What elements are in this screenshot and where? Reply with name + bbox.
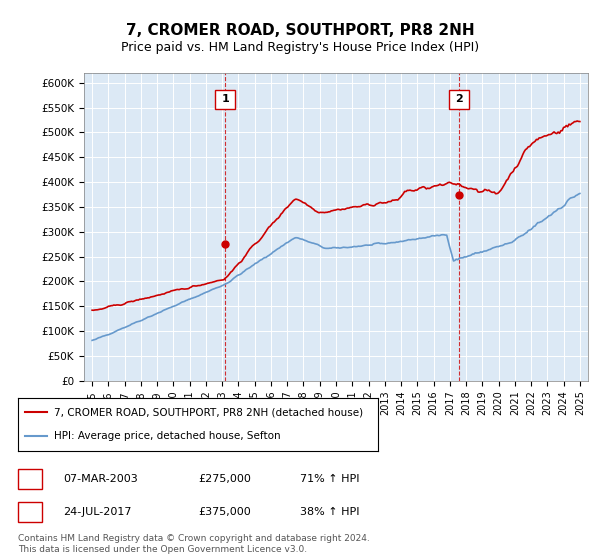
FancyBboxPatch shape	[215, 90, 235, 109]
Text: £275,000: £275,000	[198, 474, 251, 484]
Text: £375,000: £375,000	[198, 507, 251, 517]
Text: HPI: Average price, detached house, Sefton: HPI: Average price, detached house, Seft…	[54, 431, 281, 441]
Text: Price paid vs. HM Land Registry's House Price Index (HPI): Price paid vs. HM Land Registry's House …	[121, 41, 479, 54]
Text: 1: 1	[221, 95, 229, 104]
Text: Contains HM Land Registry data © Crown copyright and database right 2024.: Contains HM Land Registry data © Crown c…	[18, 534, 370, 543]
Text: 2: 2	[455, 95, 463, 104]
Text: 38% ↑ HPI: 38% ↑ HPI	[300, 507, 359, 517]
Text: 07-MAR-2003: 07-MAR-2003	[63, 474, 138, 484]
Text: 7, CROMER ROAD, SOUTHPORT, PR8 2NH: 7, CROMER ROAD, SOUTHPORT, PR8 2NH	[125, 24, 475, 38]
Text: This data is licensed under the Open Government Licence v3.0.: This data is licensed under the Open Gov…	[18, 545, 307, 554]
Text: 24-JUL-2017: 24-JUL-2017	[63, 507, 131, 517]
Text: 1: 1	[26, 474, 34, 484]
Text: 7, CROMER ROAD, SOUTHPORT, PR8 2NH (detached house): 7, CROMER ROAD, SOUTHPORT, PR8 2NH (deta…	[54, 408, 363, 418]
Text: 71% ↑ HPI: 71% ↑ HPI	[300, 474, 359, 484]
FancyBboxPatch shape	[449, 90, 469, 109]
Text: 2: 2	[26, 507, 34, 517]
